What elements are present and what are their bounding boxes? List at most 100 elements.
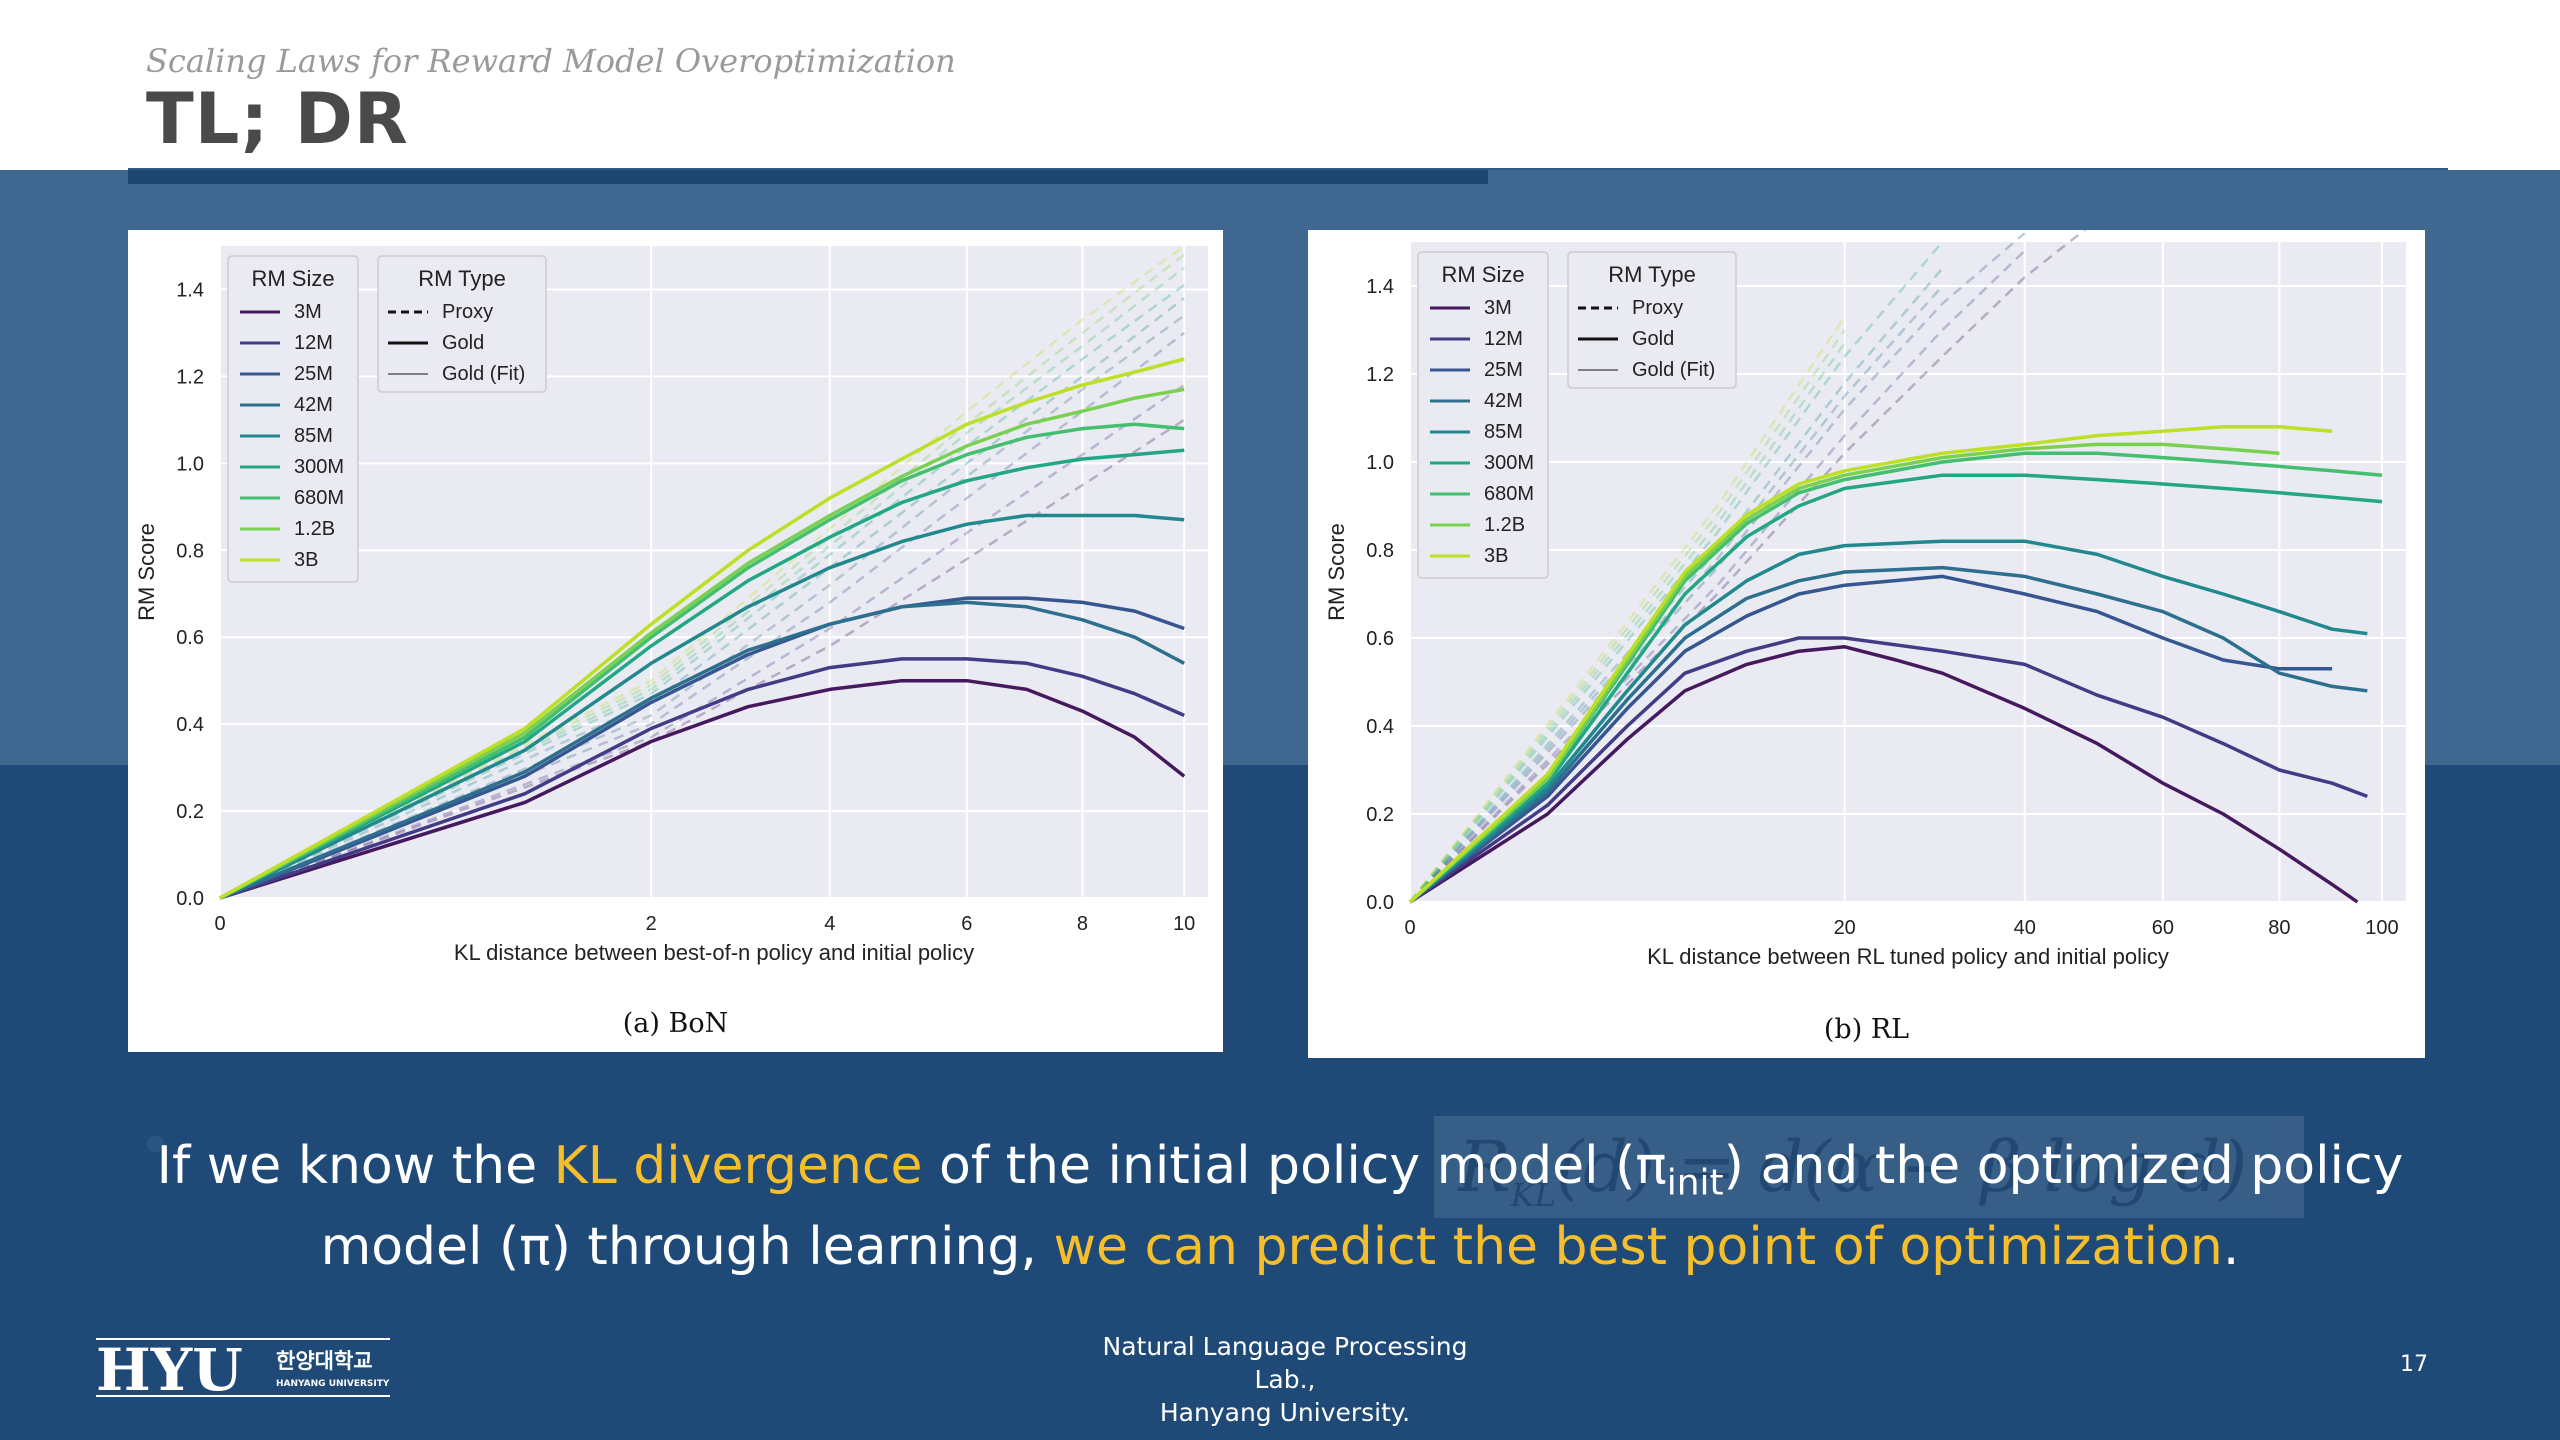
proxy-line-3B [1409,316,1846,903]
legend-label-300M: 300M [1484,452,1534,474]
gold-line-680M [1408,451,2383,904]
legend-rm-type-title: RM Type [1608,262,1696,287]
proxy-line-680M [1409,342,1846,903]
gold-line-3M [219,678,1186,900]
legend-type-label-gold: Gold [442,332,484,354]
y-tick-label: 1.2 [1366,364,1394,386]
proxy-line-42M [219,314,1185,900]
x-axis-label: KL distance between best-of-n policy and… [454,940,974,965]
gold-line-12M [1408,636,2368,904]
key-message: If we know the KL divergence of the init… [130,1134,2430,1279]
gold-line-300M [219,448,1185,900]
legend-type-label-gold-fit: Gold (Fit) [1632,359,1715,381]
y-tick-label: 0.2 [176,801,204,823]
legend-label-1.2B: 1.2B [294,518,335,540]
legend-rm-size-title: RM Size [251,266,334,291]
gold-line-3B [219,357,1185,900]
gold-line-85M [219,513,1185,900]
gold-line-3B [1408,425,2333,904]
legend-rm-type-box [377,255,547,393]
legend-label-3B: 3B [1484,545,1508,567]
legend-rm-size-box [1417,251,1549,579]
y-tick-label: 0.0 [176,888,204,910]
legend-type-label-proxy: Proxy [442,301,493,323]
x-tick-label: 6 [961,913,972,935]
y-tick-label: 1.0 [1366,452,1394,474]
proxy-line-85M [219,297,1185,900]
legend-rm-type-box [1567,251,1737,389]
proxy-line-42M [1409,285,1944,903]
footer-lab: Natural Language Processing Lab., Hanyan… [1085,1330,1485,1429]
x-tick-label: 20 [1834,917,1856,939]
proxy-line-300M [1409,241,1944,903]
hyu-logo-image: HYU 한양대학교 HANYANG UNIVERSITY [96,1336,390,1404]
legend-type-label-gold-fit: Gold (Fit) [442,363,525,385]
proxy-line-680M [219,266,1185,900]
gold-line-1.2B [1408,442,2280,904]
rl-chart-panel: 0.0 0.2 0.4 0.6 0.8 1.0 1.2 1.4 0 20 40 60 80 100 KL d… [1308,230,2425,1058]
legend-label-42M: 42M [294,394,333,416]
y-tick-label: 1.0 [176,453,204,475]
message-part2: of the initial policy model (π [922,1136,1667,1196]
y-tick-label: 0.4 [1366,716,1394,738]
y-tick-label: 0.2 [1366,804,1394,826]
x-tick-label: 0 [214,913,225,935]
y-tick-label: 1.2 [176,366,204,388]
x-tick-label: 4 [824,913,835,935]
bullet-dot: • [140,1118,171,1174]
legend-type-label-gold: Gold [1632,328,1674,350]
formula-box: RKL(d) = d(α − β log d) [1434,1116,2304,1218]
plot-area [220,246,1208,898]
legend-rm-size-title: RM Size [1441,262,1524,287]
legend-rm-size-box [227,255,359,583]
proxy-line-3M [219,418,1185,900]
header-accent-bar [128,170,1488,184]
y-tick-label: 0.6 [176,627,204,649]
slide-title: TL; DR [146,78,409,160]
slide-header: Scaling Laws for Reward Model Overoptimi… [0,0,2560,170]
message-highlight-predict: we can predict the best point of optimiz… [1053,1217,2223,1278]
message-part4: . [2222,1217,2240,1278]
page-number: 17 [2400,1352,2428,1377]
message-sub-init: init [1666,1162,1724,1204]
footer-lab-line1: Natural Language Processing Lab., [1102,1332,1468,1394]
legend-rm-type-title: RM Type [418,266,506,291]
y-tick-label: 0.8 [176,540,204,562]
header-rule [128,168,2448,170]
gold-line-42M [219,600,1186,900]
legend-label-12M: 12M [1484,328,1523,350]
gold-line-1.2B [219,387,1185,900]
message-part1: If we know the [156,1136,554,1196]
proxy-line-25M [1409,232,2026,903]
rl-caption: (b) RL [1823,1014,1910,1045]
y-tick-label: 0.4 [176,714,204,736]
y-tick-label: 0.0 [1366,892,1394,914]
proxy-line-25M [219,331,1185,900]
x-tick-label: 80 [2268,917,2290,939]
y-tick-label: 0.6 [1366,628,1394,650]
x-tick-label: 60 [2152,917,2174,939]
proxy-line-1.2B [1409,329,1846,903]
message-highlight-kl: KL divergence [553,1136,923,1196]
legend-label-42M: 42M [1484,390,1523,412]
legend-label-25M: 25M [294,363,333,385]
legend-label-85M: 85M [294,425,333,447]
bon-chart: 0.0 0.2 0.4 0.6 0.8 1.0 1.2 1.4 0 2 4 6 8 10 KL distan… [134,244,1208,965]
legend-label-300M: 300M [294,456,344,478]
y-tick-label: 1.4 [176,279,204,301]
hyu-logo: HYU 한양대학교 HANYANG UNIVERSITY [96,1336,396,1404]
footer-lab-line2: Hanyang University. [1159,1398,1411,1427]
x-tick-label: 100 [2365,917,2398,939]
legend-type-label-proxy: Proxy [1632,297,1683,319]
rl-chart: 0.0 0.2 0.4 0.6 0.8 1.0 1.2 1.4 0 20 40 60 80 100 KL d… [1324,230,2406,969]
logo-korean: 한양대학교 [276,1349,373,1373]
legend-label-680M: 680M [1484,483,1534,505]
message-part3: ) and the optimized policy model (π) thr… [320,1136,2404,1278]
x-tick-label: 2 [646,913,657,935]
bon-chart-panel: 0.0 0.2 0.4 0.6 0.8 1.0 1.2 1.4 0 2 4 6 8 10 KL distan… [128,230,1223,1052]
x-axis-label: KL distance between RL tuned policy and … [1647,944,2169,969]
gold-line-12M [219,657,1185,900]
logo-english: HANYANG UNIVERSITY [276,1379,390,1389]
x-tick-label: 8 [1077,913,1088,935]
y-axis-label: RM Score [134,523,159,621]
